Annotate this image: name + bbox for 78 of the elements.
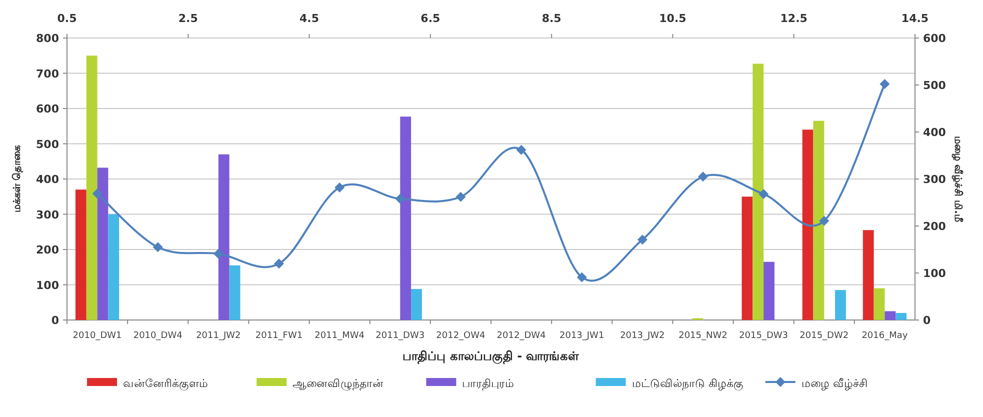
y-tick-label: 400 (36, 173, 60, 186)
x2-tick-label: 4.5 (300, 12, 320, 25)
x2-tick-label: 0.5 (57, 12, 77, 25)
point (698, 172, 708, 182)
bar (764, 262, 774, 320)
x2-tick-label: 10.5 (659, 12, 686, 25)
bar (813, 120, 824, 320)
legend-label: மட்டுவில்நாடு கிழக்கு (632, 377, 744, 392)
x-tick-label: 2016_May (862, 331, 908, 341)
y-tick-label: 300 (36, 208, 60, 222)
y2-axis-title: மழை வீழ்ச்சி மி.மீ (952, 136, 964, 222)
y-tick-label: 800 (36, 32, 60, 45)
legend-label: ஆனைவிழுந்தான் (292, 377, 384, 391)
legend-label: வன்னேரிக்குளம் (123, 377, 208, 392)
y2-tick-label: 200 (923, 220, 946, 233)
x2-tick-label: 6.5 (420, 12, 440, 25)
x-tick-label: 2015_NW2 (678, 331, 728, 341)
bar (218, 154, 230, 320)
bar (229, 265, 240, 320)
point (637, 234, 648, 245)
point (758, 189, 769, 200)
y-tick-label: 600 (36, 102, 60, 116)
x-tick-label: 2011_FW1 (255, 331, 303, 341)
point (516, 144, 526, 155)
bar (802, 130, 814, 320)
x-tick-label: 2015_DW3 (739, 331, 788, 341)
bar (874, 288, 885, 320)
bar (884, 311, 896, 320)
bar (86, 56, 98, 320)
y2-tick-label: 300 (923, 173, 946, 186)
bar (835, 290, 846, 320)
y-tick-label: 0 (51, 314, 60, 327)
x2-tick-label: 14.5 (901, 12, 929, 25)
bar (742, 196, 753, 320)
y-tick-label: 200 (36, 244, 60, 256)
point (152, 242, 163, 252)
legend-label: மழை வீழ்ச்சி (801, 377, 868, 390)
x-tick-label: 2011_DW3 (376, 331, 425, 341)
point (395, 194, 406, 204)
x2-tick-label: 8.5 (542, 12, 562, 25)
point (92, 188, 102, 199)
bar (400, 116, 412, 320)
x2-tick-label: 2.5 (178, 12, 198, 25)
point (456, 192, 466, 202)
y-tick-label: 500 (36, 138, 60, 151)
bar (862, 230, 874, 320)
y-axis-title: மக்கள் தொகை (11, 144, 23, 213)
x-tick-label: 2013_JW1 (560, 331, 604, 341)
y2-tick-label: 400 (923, 126, 946, 139)
x2-tick-label: 12.5 (780, 12, 808, 25)
y2-tick-label: 600 (923, 32, 946, 45)
bar (97, 168, 108, 320)
y-tick-label: 700 (36, 67, 60, 80)
y-tick-label: 100 (36, 278, 60, 292)
legend-label: பாரதிபுரம் (462, 377, 514, 390)
bar (108, 214, 120, 320)
x-tick-label: 2012_DW4 (496, 331, 546, 341)
point (880, 79, 890, 90)
x-axis-title: பாதிப்பு காலப்பகுதி - வாரங்கள் (402, 349, 580, 364)
point (274, 258, 284, 269)
point (213, 248, 224, 259)
x-tick-label: 2012_OW4 (436, 331, 486, 341)
bar (411, 288, 422, 320)
bar (75, 190, 86, 320)
bar (752, 64, 764, 320)
x-tick-label: 2011_JW2 (196, 331, 241, 341)
x-tick-label: 2010_DW4 (133, 331, 183, 341)
y2-tick-label: 0 (923, 314, 931, 327)
x-tick-label: 2015_DW2 (800, 331, 849, 341)
y2-tick-label: 500 (923, 79, 946, 92)
point (334, 182, 345, 192)
x-tick-label: 2013_JW2 (620, 331, 665, 341)
x-tick-label: 2010_DW1 (72, 331, 122, 341)
y2-tick-label: 100 (923, 267, 946, 280)
point (576, 272, 587, 282)
x-tick-label: 2011_MW4 (314, 331, 365, 341)
bar (896, 312, 907, 320)
point (819, 216, 830, 226)
